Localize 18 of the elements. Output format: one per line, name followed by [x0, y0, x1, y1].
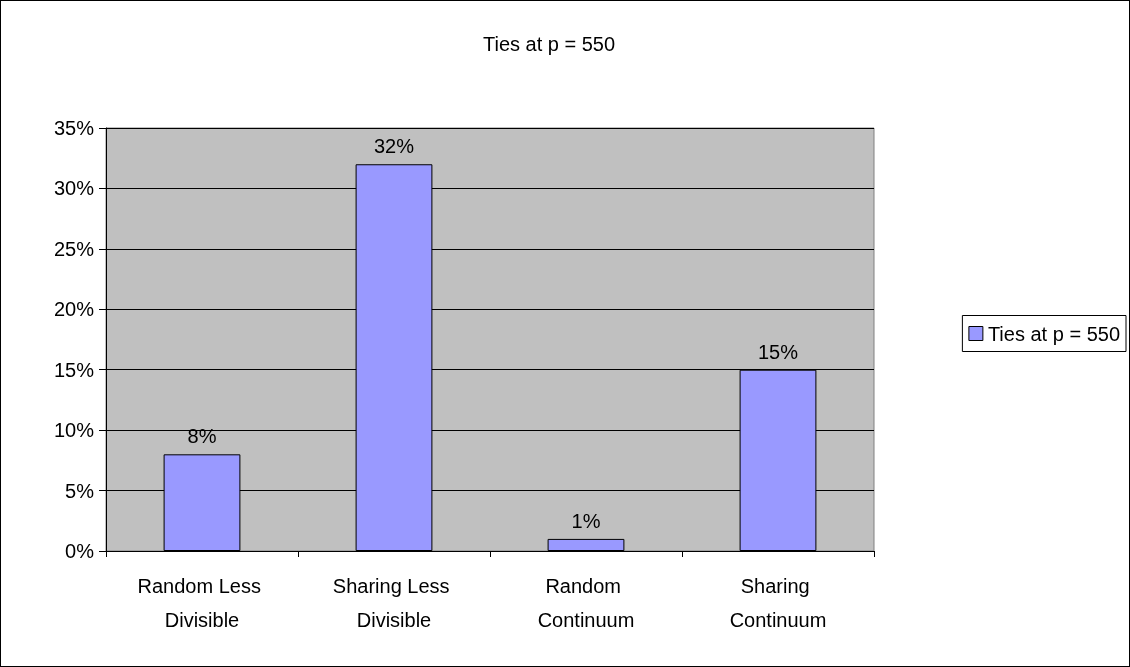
x-tick-label: Random Continuum — [537, 575, 635, 631]
legend-label: Ties at p = 550 — [987, 322, 1121, 345]
x-tick-label: Sharing Continuum — [729, 575, 827, 631]
data-label: 32% — [373, 135, 415, 158]
y-tick-label: 35% — [53, 117, 95, 139]
bar — [547, 538, 625, 551]
y-tick-label: 5% — [65, 479, 95, 502]
x-tick-label: Sharing Less Divisible — [332, 575, 456, 631]
chart-title: Ties at p = 550 — [483, 33, 616, 55]
y-tick-label: 10% — [53, 419, 95, 442]
data-label: 15% — [757, 340, 799, 363]
y-tick-label: 30% — [53, 177, 95, 200]
y-tick-label: 25% — [53, 237, 95, 260]
y-tick-label: 15% — [53, 358, 95, 381]
x-tick-label: Random Less Divisible — [137, 575, 267, 631]
y-tick-label: 0% — [65, 540, 95, 562]
y-tick-label: 20% — [53, 298, 95, 321]
data-label: 1% — [571, 509, 601, 532]
